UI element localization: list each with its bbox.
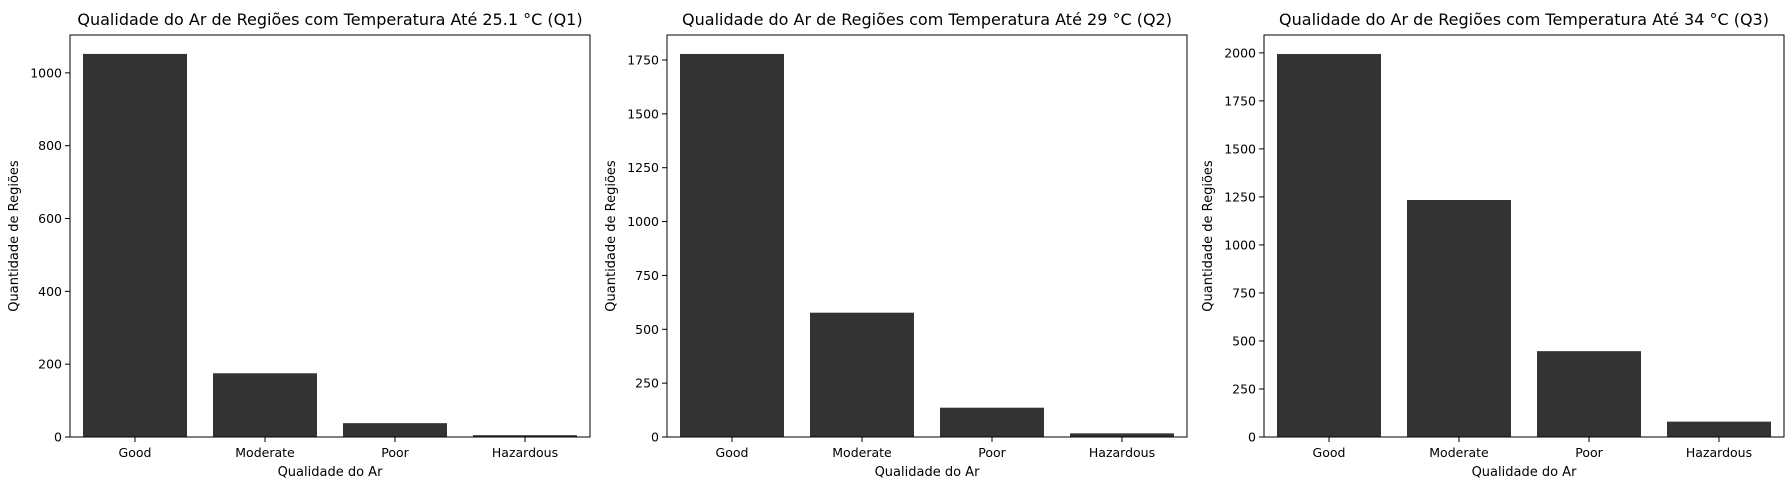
y-axis-label: Quantidade de Regiões [604,160,619,312]
y-tick-label: 400 [38,284,62,299]
x-tick-label: Poor [1575,445,1603,460]
y-tick-label: 1000 [30,65,62,80]
x-tick-label: Moderate [1429,445,1489,460]
x-axis-label: Qualidade do Ar [875,465,980,480]
bar-poor [940,407,1044,437]
y-tick-label: 800 [38,138,62,153]
y-tick-label: 0 [54,430,62,445]
x-tick-label: Poor [978,445,1006,460]
chart-title: Qualidade do Ar de Regiões com Temperatu… [77,10,582,29]
y-tick-label: 600 [38,211,62,226]
chart-panel-2: 0 250 500 750 1000 1250 1500 1750 Good Moderate Po… [604,10,1188,480]
y-tick-label: 2000 [1224,45,1256,60]
x-tick-label: Moderate [832,445,892,460]
y-tick-label: 1750 [1224,93,1256,108]
y-axis-label: Quantidade de Regiões [7,160,22,312]
x-tick-label: Hazardous [492,445,558,460]
bar-moderate [213,373,317,437]
plot-frame [666,34,1188,438]
y-tick-label: 0 [651,430,659,445]
plot-frame [69,34,591,438]
x-tick-label: Moderate [235,445,295,460]
bar-hazardous [1070,433,1174,437]
x-tick-label: Poor [381,445,409,460]
y-tick-label: 500 [635,322,659,337]
y-tick-label: 250 [1232,381,1256,396]
bar-poor [343,423,447,437]
y-tick-label: 750 [1232,285,1256,300]
y-axis-label: Quantidade de Regiões [1201,160,1216,312]
y-tick-label: 500 [1232,333,1256,348]
y-tick-label: 250 [635,376,659,391]
bar-moderate [810,312,914,437]
plot-frame [1263,34,1785,438]
chart-panel-1: 0 200 400 600 800 1000 Good Moderate Poor Hazardo… [7,10,591,480]
x-tick-label: Hazardous [1686,445,1752,460]
x-axis-label: Qualidade do Ar [278,465,383,480]
y-tick-label: 1250 [627,160,659,175]
y-tick-label: 0 [1248,430,1256,445]
bar-hazardous [1667,421,1771,437]
y-tick-label: 1000 [1224,237,1256,252]
y-tick-label: 750 [635,268,659,283]
chart-title: Qualidade do Ar de Regiões com Temperatu… [1279,10,1769,29]
bar-hazardous [473,435,577,437]
y-tick-label: 200 [38,357,62,372]
x-axis-label: Qualidade do Ar [1472,465,1577,480]
y-tick-label: 1250 [1224,189,1256,204]
y-tick-label: 1000 [627,214,659,229]
chart-panel-3: 0 250 500 750 1000 1250 1500 1750 2000 Good Modera… [1201,10,1785,480]
bar-good [83,53,187,438]
x-tick-label: Good [716,445,749,460]
y-tick-label: 1500 [627,106,659,121]
x-tick-label: Good [1313,445,1346,460]
y-tick-label: 1500 [1224,141,1256,156]
y-tick-label: 1750 [627,52,659,67]
x-tick-label: Good [119,445,152,460]
bar-poor [1537,351,1641,437]
chart-title: Qualidade do Ar de Regiões com Temperatu… [682,10,1172,29]
bar-good [1277,54,1381,437]
bar-good [680,53,784,438]
x-tick-label: Hazardous [1089,445,1155,460]
bar-moderate [1407,199,1511,437]
